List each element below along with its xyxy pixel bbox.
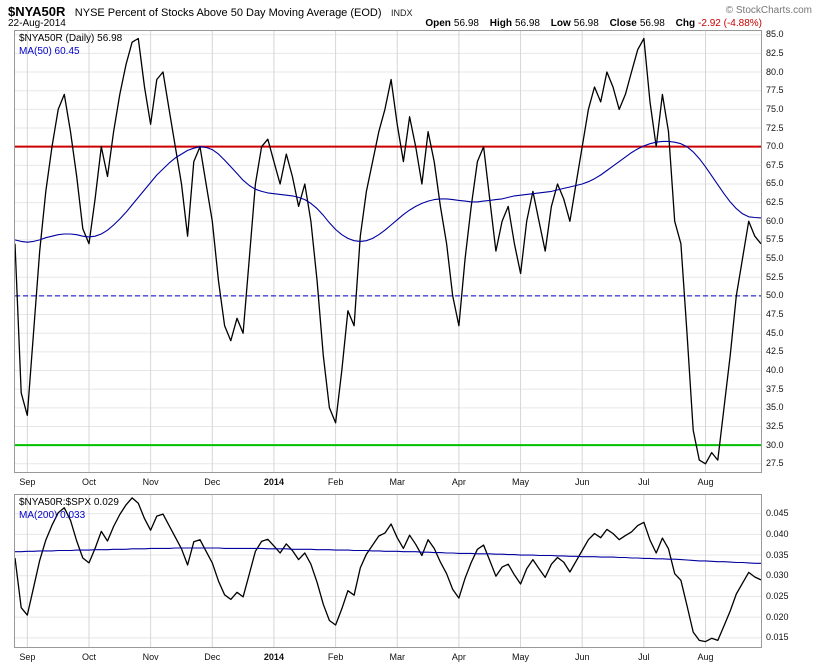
quote-bar: Open 56.98 High 56.98 Low 56.98 Close 56.98 …	[417, 18, 762, 29]
chart-title: NYSE Percent of Stocks Above 50 Day Movi…	[74, 7, 382, 19]
x-tick-label: Aug	[697, 477, 714, 487]
y-tick-label: 0.015	[766, 632, 789, 643]
ma50-line	[15, 140, 761, 243]
y-tick-label: 82.5	[766, 47, 784, 58]
y-tick-label: 32.5	[766, 420, 784, 431]
quote-chg-label: Chg	[675, 18, 696, 29]
x-tick-label: 2014	[263, 477, 284, 487]
quote-high-label: High	[489, 18, 512, 29]
main-chart-legend: $NYA50R (Daily) 56.98 MA(50) 60.45	[19, 32, 122, 58]
x-tick-label: Jun	[574, 477, 590, 487]
quote-high-value: 56.98	[514, 18, 540, 29]
y-tick-label: 62.5	[766, 197, 784, 208]
quote-chg-value: -2.92 (-4.88%)	[698, 18, 762, 29]
quote-close-value: 56.98	[639, 18, 665, 29]
y-tick-label: 37.5	[766, 383, 784, 394]
legend-item: $NYA50R (Daily) 56.98	[19, 33, 123, 44]
y-tick-label: 77.5	[766, 85, 784, 96]
y-tick-label: 27.5	[766, 458, 784, 469]
y-tick-label: 60.0	[766, 215, 784, 226]
copyright-label: © StockCharts.com	[725, 5, 812, 16]
price-line	[15, 37, 761, 465]
y-tick-label: 0.025	[766, 590, 789, 601]
ratio-chart-plot: $NYA50R:$SPX 0.029 MA(200) 0.033	[14, 494, 762, 648]
y-tick-label: 42.5	[766, 346, 784, 357]
x-tick-label: Feb	[327, 477, 344, 487]
x-tick-label: Mar	[389, 477, 405, 487]
quote-low-label: Low	[550, 18, 571, 29]
y-tick-label: 75.0	[766, 103, 784, 114]
x-tick-label: Nov	[142, 652, 159, 662]
legend-item: MA(50) 60.45	[19, 46, 80, 57]
legend-item: $NYA50R:$SPX 0.029	[19, 497, 119, 508]
y-tick-label: 40.0	[766, 365, 784, 376]
y-tick-label: 0.035	[766, 549, 789, 560]
x-tick-label: Jul	[638, 477, 650, 487]
x-tick-label: 2014	[263, 652, 284, 662]
y-tick-label: 85.0	[766, 29, 784, 40]
y-tick-label: 80.0	[766, 66, 784, 77]
quote-open-value: 56.98	[453, 18, 479, 29]
ratio-chart-legend: $NYA50R:$SPX 0.029 MA(200) 0.033	[19, 496, 119, 522]
x-tick-label: Sep	[19, 652, 36, 662]
y-tick-label: 50.0	[766, 290, 784, 301]
y-tick-label: 72.5	[766, 122, 784, 133]
x-tick-label: Dec	[204, 477, 221, 487]
x-tick-label: Apr	[451, 652, 466, 662]
x-tick-label: Dec	[204, 652, 221, 662]
y-tick-label: 0.040	[766, 528, 789, 539]
x-tick-label: Apr	[451, 477, 466, 487]
ratio-line	[15, 497, 761, 643]
x-tick-label: Jun	[574, 652, 590, 662]
y-tick-label: 67.5	[766, 159, 784, 170]
x-tick-label: May	[512, 477, 530, 487]
quote-low-value: 56.98	[573, 18, 599, 29]
y-tick-label: 47.5	[766, 309, 784, 320]
ratio-chart-svg	[15, 495, 761, 647]
y-tick-label: 55.0	[766, 253, 784, 264]
y-tick-label: 52.5	[766, 271, 784, 282]
x-tick-label: Jul	[638, 652, 650, 662]
y-tick-label: 0.045	[766, 508, 789, 519]
main-chart-svg	[15, 31, 761, 472]
chart-date: 22-Aug-2014	[8, 18, 66, 29]
x-tick-label: Nov	[142, 477, 159, 487]
y-tick-label: 0.020	[766, 611, 789, 622]
chart-header-line2: 22-Aug-2014 Open 56.98 High 56.98 Low 56.98…	[8, 18, 762, 29]
x-tick-label: May	[512, 652, 530, 662]
legend-item: MA(200) 0.033	[19, 510, 86, 521]
x-tick-label: Oct	[81, 652, 96, 662]
x-tick-label: Aug	[697, 652, 714, 662]
y-tick-label: 30.0	[766, 439, 784, 450]
x-tick-label: Mar	[389, 652, 405, 662]
x-tick-label: Sep	[19, 477, 36, 487]
y-tick-label: 35.0	[766, 402, 784, 413]
exchange-label: INDX	[390, 8, 413, 18]
y-tick-label: 45.0	[766, 327, 784, 338]
y-tick-label: 0.030	[766, 570, 789, 581]
y-tick-label: 70.0	[766, 141, 784, 152]
ma200-line	[15, 547, 761, 564]
quote-open-label: Open	[425, 18, 451, 29]
ticker-symbol: $NYA50R	[8, 4, 66, 19]
y-tick-label: 57.5	[766, 234, 784, 245]
y-tick-label: 65.0	[766, 178, 784, 189]
x-tick-label: Feb	[327, 652, 344, 662]
x-tick-label: Oct	[81, 477, 96, 487]
quote-close-label: Close	[609, 18, 637, 29]
main-chart-plot: $NYA50R (Daily) 56.98 MA(50) 60.45	[14, 30, 762, 473]
chart-header-line1: $NYA50R NYSE Percent of Stocks Above 50 …	[8, 3, 814, 21]
